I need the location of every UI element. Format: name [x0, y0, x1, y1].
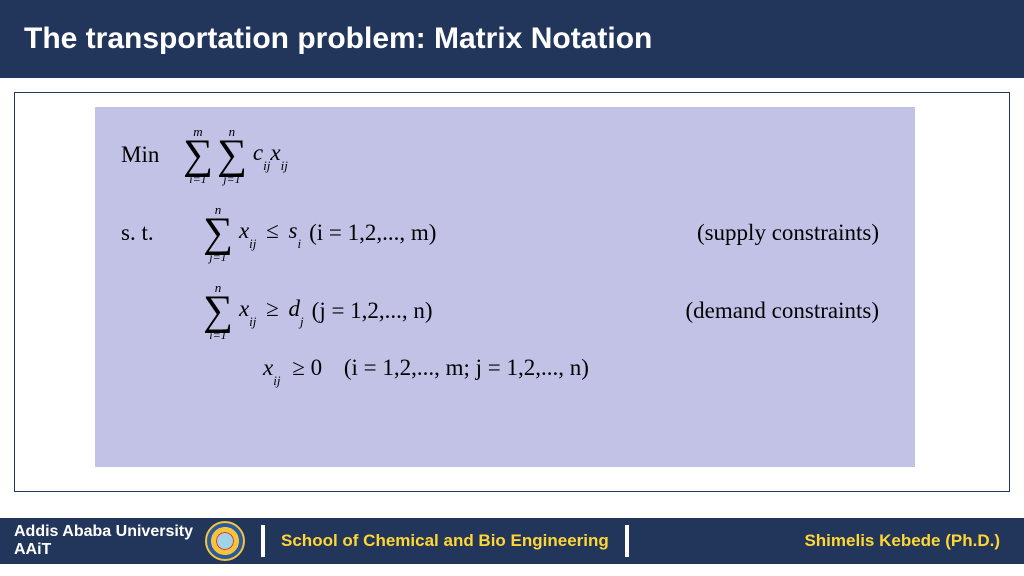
objective-lead: Min	[121, 142, 181, 168]
footer-university: Addis Ababa University AAiT	[0, 523, 193, 560]
university-name: Addis Ababa University	[14, 523, 193, 541]
subject-to-lead: s. t.	[121, 220, 181, 246]
author-name: Shimelis Kebede (Ph.D.)	[804, 531, 1000, 551]
demand-lhs: xij ≥ dj	[239, 296, 304, 326]
sum-j-icon: n ∑ j=1	[217, 125, 247, 186]
supply-domain: (i = 1,2,..., m)	[309, 220, 436, 246]
supply-lhs: xij ≤ si	[239, 218, 301, 248]
supply-note: (supply constraints)	[697, 220, 879, 246]
university-logo-icon	[205, 521, 245, 561]
footer-divider	[625, 525, 629, 557]
sum-i-icon: m ∑ i=1	[183, 125, 213, 186]
content-frame: Min m ∑ i=1 n ∑ j=1 cijxij s. t. n ∑ j=1	[14, 92, 1010, 492]
slide-title: The transportation problem: Matrix Notat…	[24, 22, 652, 55]
math-formulation-box: Min m ∑ i=1 n ∑ j=1 cijxij s. t. n ∑ j=1	[95, 107, 915, 467]
supply-constraint-row: s. t. n ∑ j=1 xij ≤ si (i = 1,2,..., m) …	[121, 199, 889, 267]
slide-title-bar: The transportation problem: Matrix Notat…	[0, 0, 1024, 78]
footer-divider	[261, 525, 265, 557]
slide-footer: Addis Ababa University AAiT School of Ch…	[0, 518, 1024, 564]
demand-note: (demand constraints)	[685, 298, 879, 324]
nonnegativity-row: xij ≥ 0 (i = 1,2,..., m; j = 1,2,..., n)	[121, 355, 889, 385]
school-name: School of Chemical and Bio Engineering	[281, 531, 609, 551]
demand-domain: (j = 1,2,..., n)	[312, 298, 433, 324]
objective-row: Min m ∑ i=1 n ∑ j=1 cijxij	[121, 121, 889, 189]
demand-constraint-row: n ∑ i=1 xij ≥ dj (j = 1,2,..., n) (deman…	[121, 277, 889, 345]
institute-name: AAiT	[14, 541, 193, 559]
sum-supply-icon: n ∑ j=1	[203, 203, 233, 264]
objective-body: cijxij	[253, 140, 288, 170]
sum-demand-icon: n ∑ i=1	[203, 281, 233, 342]
